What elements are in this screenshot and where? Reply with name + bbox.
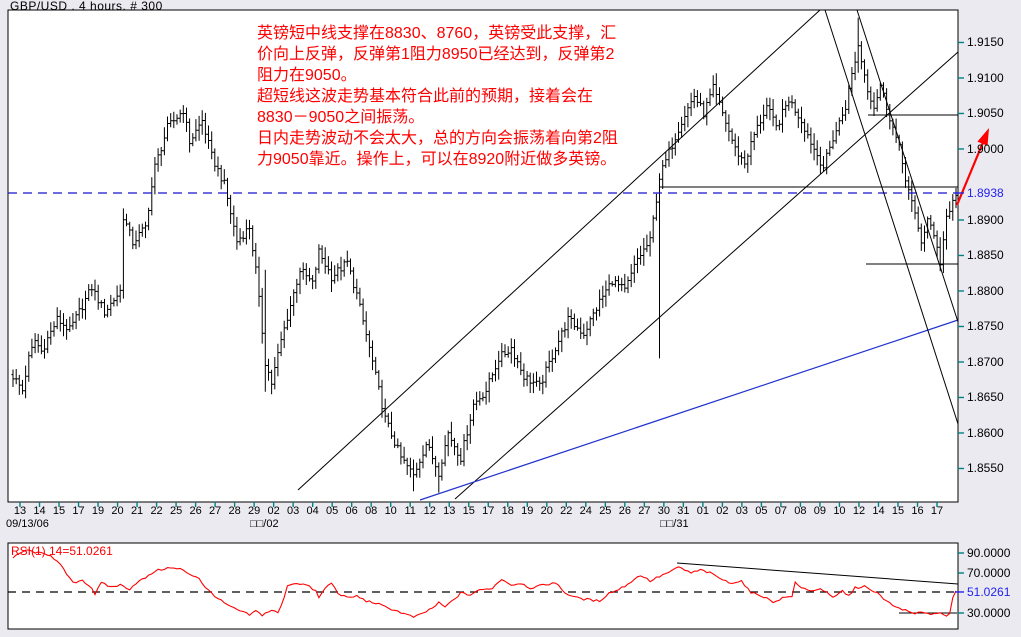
x-axis-label: 24 bbox=[579, 505, 592, 517]
price-bars bbox=[11, 17, 958, 493]
rsi-current-label: 51.0261 bbox=[967, 584, 1011, 599]
rsi-axis-label: 70.0000 bbox=[967, 566, 1011, 580]
x-axis-label: 31 bbox=[677, 505, 690, 517]
x-axis-label: 03 bbox=[287, 505, 300, 517]
x-axis-label: 22 bbox=[560, 505, 573, 517]
price-axis-label: 1.8700 bbox=[967, 354, 1004, 369]
x-axis-label: 16 bbox=[911, 505, 924, 517]
x-axis-label: 27 bbox=[638, 505, 651, 517]
x-axis-label: 22 bbox=[150, 505, 163, 517]
x-axis-label: 06 bbox=[345, 505, 358, 517]
x-axis-label: 14 bbox=[872, 505, 885, 517]
x-axis-label: 15 bbox=[52, 505, 66, 517]
annotation-line: 8830－9050之间振荡。 bbox=[257, 109, 425, 126]
ascending-trendline-blue[interactable] bbox=[419, 319, 959, 501]
price-axis-label: 1.8800 bbox=[967, 283, 1004, 298]
up-arrow-line[interactable] bbox=[955, 139, 986, 206]
x-axis-label: 20 bbox=[540, 505, 553, 517]
x-axis-label: 02 bbox=[267, 505, 280, 517]
price-axis-label: 1.8600 bbox=[967, 425, 1004, 440]
x-axis-label: 13 bbox=[13, 505, 27, 517]
x-axis-label: 15 bbox=[462, 505, 475, 517]
chart-title: GBP/USD . 4 hours. # 300 bbox=[10, 0, 163, 13]
rsi-axis-label: 90.0000 bbox=[967, 546, 1011, 560]
main-price-panel[interactable] bbox=[7, 9, 959, 503]
x-axis-label: 28 bbox=[228, 505, 241, 517]
price-axis-label: 1.9150 bbox=[967, 35, 1004, 50]
annotation-line: 英镑短中线支撑在8830、8760，英镑受此支撑，汇 bbox=[257, 25, 617, 42]
annotation-line: 日内走势波动不会太大，总的方向会振荡着向第2阻 bbox=[257, 130, 618, 147]
x-axis-label: 26 bbox=[189, 505, 202, 517]
x-axis-label: 17 bbox=[930, 505, 944, 517]
x-axis-label: 27 bbox=[208, 505, 222, 517]
price-axis-label: 1.8650 bbox=[967, 390, 1004, 405]
x-axis-label: 14 bbox=[33, 505, 46, 517]
x-axis-label: 30 bbox=[657, 505, 670, 517]
x-axis-label: 25 bbox=[599, 505, 612, 517]
x-axis-label: 11 bbox=[404, 505, 416, 517]
price-axis-label: 1.8750 bbox=[967, 319, 1004, 334]
descending-channel-line-1[interactable] bbox=[824, 9, 959, 425]
x-axis-label: 12 bbox=[852, 505, 866, 517]
x-axis-label: 26 bbox=[618, 505, 631, 517]
ascending-trendline-secondary[interactable] bbox=[454, 51, 959, 500]
date-label-start: 09/13/06 bbox=[6, 518, 49, 530]
annotation-line: 力9050靠近。操作上，可以在8920附近做多英镑。 bbox=[257, 151, 617, 168]
x-axis-label: 02 bbox=[716, 505, 729, 517]
x-axis-label: 05 bbox=[755, 505, 768, 517]
price-axis-label: 1.8850 bbox=[967, 248, 1004, 263]
annotation-line: 阻力在9050。 bbox=[257, 67, 357, 84]
x-axis-label: 15 bbox=[891, 505, 905, 517]
price-axis-label: 1.8900 bbox=[967, 212, 1004, 227]
x-axis-label: 25 bbox=[169, 505, 183, 517]
ascending-trendline-major[interactable] bbox=[297, 9, 821, 491]
rsi-indicator-label: RSI(1) 14=51.0261 bbox=[11, 544, 113, 558]
current-price-label: 1.8938 bbox=[967, 186, 1004, 200]
x-axis-label: 21 bbox=[130, 505, 144, 517]
x-axis-label: 18 bbox=[501, 505, 514, 517]
date-label-oct02: □□/02 bbox=[250, 518, 279, 530]
x-axis-label: 07 bbox=[774, 505, 788, 517]
rsi-panel[interactable] bbox=[7, 542, 959, 630]
x-axis-label: 10 bbox=[833, 505, 846, 517]
x-axis-label: 12 bbox=[423, 505, 436, 517]
rsi-descending-trendline[interactable] bbox=[676, 562, 959, 585]
x-axis-label: 08 bbox=[365, 505, 378, 517]
price-axis-label: 1.9050 bbox=[967, 106, 1004, 121]
annotation-text[interactable]: 英镑短中线支撑在8830、8760，英镑受此支撑，汇 价向上反弹，反弹第1阻力89… bbox=[257, 23, 657, 170]
x-axis-label: 13 bbox=[443, 505, 456, 517]
rsi-line bbox=[12, 549, 957, 618]
x-axis-label: 17 bbox=[72, 505, 85, 517]
x-axis-label: 29 bbox=[248, 505, 261, 517]
x-axis-label: 10 bbox=[384, 505, 397, 517]
descending-channel-line-2[interactable] bbox=[856, 9, 959, 323]
price-axis-label: 1.9100 bbox=[967, 70, 1004, 85]
price-axis-label: 1.9000 bbox=[967, 141, 1004, 156]
date-label-oct31: □□/31 bbox=[660, 518, 689, 530]
price-axis-label: 1.8550 bbox=[967, 461, 1004, 476]
up-arrow-head[interactable] bbox=[977, 128, 989, 146]
x-axis-label: 20 bbox=[111, 505, 124, 517]
x-axis-label: 01 bbox=[696, 505, 709, 517]
rsi-axis-label: 30.0000 bbox=[967, 606, 1011, 620]
x-axis-label: 05 bbox=[326, 505, 339, 517]
x-axis-label: 19 bbox=[521, 505, 534, 517]
annotation-line: 超短线这波走势基本符合此前的预期，接着会在 bbox=[257, 88, 594, 105]
x-axis-label: 04 bbox=[306, 505, 319, 517]
x-axis-label: 09 bbox=[813, 505, 827, 517]
x-axis-label: 17 bbox=[482, 505, 495, 517]
x-axis-label: 08 bbox=[794, 505, 807, 517]
x-axis-label: 03 bbox=[735, 505, 749, 517]
x-axis-label: 19 bbox=[91, 505, 105, 517]
annotation-line: 价向上反弹，反弹第1阻力8950已经达到，反弹第2 bbox=[257, 46, 615, 63]
